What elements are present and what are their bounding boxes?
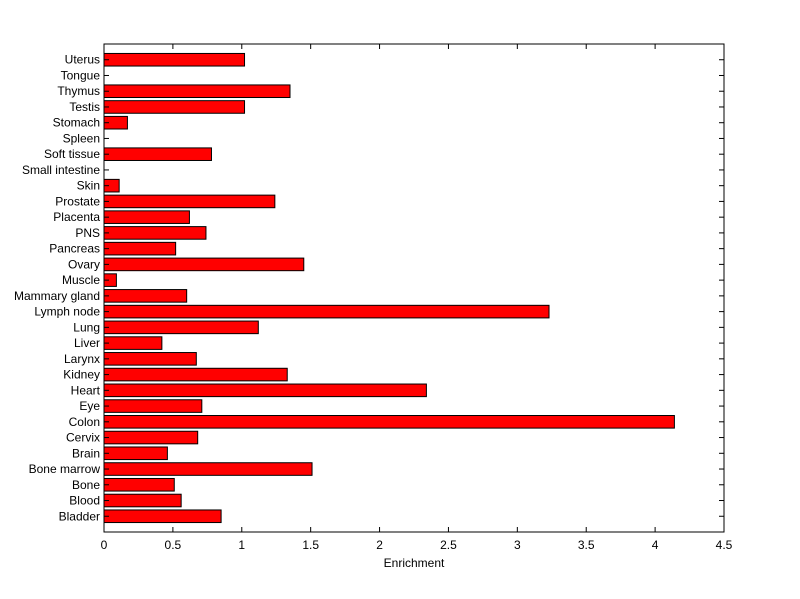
x-tick-label: 4.5 xyxy=(716,538,733,552)
y-tick-label: Thymus xyxy=(57,84,100,98)
x-tick-label: 1 xyxy=(238,538,245,552)
bar-lymph-node xyxy=(103,304,550,319)
y-tick-label: Kidney xyxy=(63,368,100,382)
x-tick-label: 0.5 xyxy=(165,538,182,552)
bar-soft-tissue xyxy=(103,147,212,161)
bars-layer xyxy=(103,52,675,524)
bar-bone-marrow xyxy=(103,462,313,476)
bar-bladder xyxy=(103,509,222,524)
bar-kidney xyxy=(103,367,288,382)
y-tick-label: Brain xyxy=(72,446,100,460)
y-tick-label: Colon xyxy=(69,415,100,429)
bar-uterus xyxy=(103,52,246,67)
y-tick-label: Bone xyxy=(72,478,100,492)
y-tick-label: Bone marrow xyxy=(29,462,101,476)
bar-larynx xyxy=(103,352,197,366)
axes-frame xyxy=(103,43,725,533)
bar-testis xyxy=(103,100,246,114)
y-tick-label: Larynx xyxy=(64,352,100,366)
bar-liver xyxy=(103,336,163,350)
bar-bone xyxy=(103,477,175,492)
bar-heart xyxy=(103,383,427,398)
x-tick-label: 0 xyxy=(101,538,108,552)
y-tick-label: Blood xyxy=(69,494,100,508)
bar-blood xyxy=(103,493,182,508)
bar-mammary-gland xyxy=(103,289,188,303)
y-tick-label: Bladder xyxy=(59,509,100,523)
bar-ovary xyxy=(103,257,305,272)
bar-brain xyxy=(103,446,168,461)
bar-pancreas xyxy=(103,241,177,256)
y-tick-label: Liver xyxy=(74,336,100,350)
bar-eye xyxy=(103,399,203,413)
y-tick-label: Ovary xyxy=(68,257,100,271)
x-tick-label: 1.5 xyxy=(302,538,319,552)
bar-colon xyxy=(103,415,675,429)
bar-prostate xyxy=(103,194,276,209)
y-tick-label: Prostate xyxy=(55,194,100,208)
x-axis-label: Enrichment xyxy=(384,556,445,570)
bar-thymus xyxy=(103,84,291,99)
bar-lung xyxy=(103,320,259,335)
y-tick-label: Heart xyxy=(71,383,101,397)
x-tick-label: 4 xyxy=(652,538,659,552)
y-tick-label: Skin xyxy=(77,179,100,193)
bar-placenta xyxy=(103,210,190,224)
y-tick-label: Soft tissue xyxy=(44,147,100,161)
y-tick-label: Mammary gland xyxy=(14,289,100,303)
y-tick-label: Cervix xyxy=(66,431,100,445)
y-tick-label: Testis xyxy=(69,100,100,114)
y-tick-label: Spleen xyxy=(63,131,100,145)
y-tick-label: PNS xyxy=(75,226,100,240)
y-tick-label: Tongue xyxy=(61,68,101,82)
x-tick-label: 3.5 xyxy=(578,538,595,552)
y-tick-label: Lung xyxy=(73,320,100,334)
x-tick-label: 2.5 xyxy=(440,538,457,552)
bar-pns xyxy=(103,226,207,240)
y-tick-label: Eye xyxy=(79,399,100,413)
y-tick-label: Lymph node xyxy=(34,305,100,319)
x-tick-label: 3 xyxy=(514,538,521,552)
y-tick-label: Placenta xyxy=(53,210,100,224)
bar-cervix xyxy=(103,430,199,445)
y-tick-label: Uterus xyxy=(65,53,100,67)
y-tick-label: Pancreas xyxy=(49,242,100,256)
y-tick-label: Small intestine xyxy=(22,163,100,177)
x-tick-label: 2 xyxy=(376,538,383,552)
y-tick-label: Stomach xyxy=(53,116,100,130)
y-tick-label: Muscle xyxy=(62,273,100,287)
